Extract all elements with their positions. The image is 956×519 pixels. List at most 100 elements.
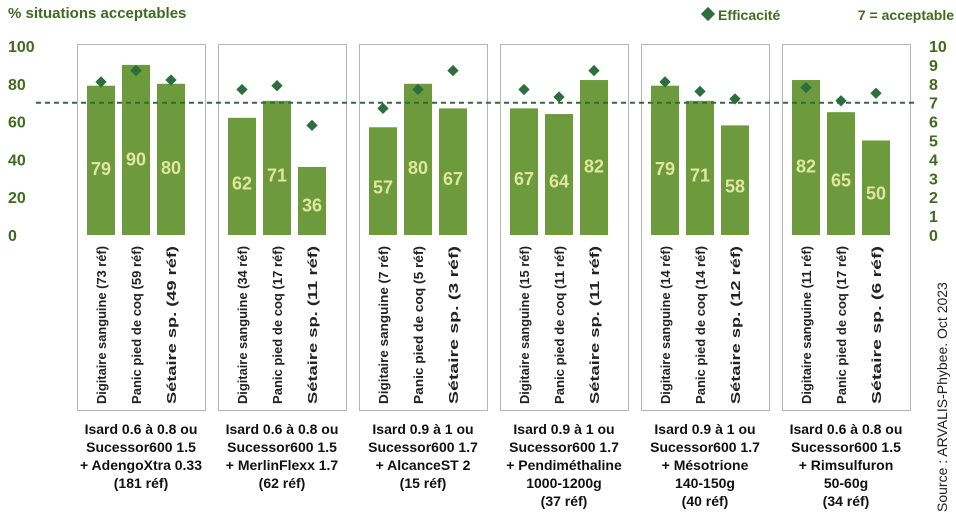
group-label-4-line-5: (37 réf)	[541, 493, 588, 509]
group-label-2-line-3: + MerlinFlexx 1.7	[226, 457, 339, 473]
legend-threshold-label: 7 = acceptable	[858, 7, 954, 23]
group-label-3-line-3: + AlcanceST 2	[376, 457, 471, 473]
bar-value-g5-3: 58	[725, 177, 745, 197]
y-left-tick-20: 20	[8, 190, 26, 207]
bar-g4-3	[580, 80, 608, 236]
group-label-5-line-3: + Mésotrione	[662, 457, 749, 473]
bars	[87, 64, 890, 236]
bar-value-g2-1: 62	[232, 173, 252, 193]
bar-label-g2-2: Panic pied de coq (17 réf)	[270, 246, 285, 404]
y-right-tick-3: 3	[929, 171, 938, 188]
group-panel-5	[641, 44, 770, 411]
y-right-tick-8: 8	[929, 77, 938, 94]
group-panel-3	[359, 44, 488, 411]
bar-g2-2	[263, 100, 291, 235]
group-label-1-line-4: (181 réf)	[114, 475, 168, 491]
marker-g2-3	[306, 119, 318, 132]
y-right-tick-2: 2	[929, 190, 938, 207]
bar-value-g2-3: 36	[302, 195, 322, 215]
group-label-3-line-1: Isard 0.9 à 1 ou	[372, 421, 473, 437]
bar-g6-3	[862, 140, 890, 235]
bar-g6-1	[792, 80, 820, 236]
bar-value-g4-2: 64	[549, 172, 569, 192]
marker-g4-1	[518, 83, 530, 96]
group-label-6-line-2: Sucessor600 1.5	[791, 439, 901, 455]
group-label-3-line-4: (15 réf)	[400, 475, 447, 491]
bar-label-g1-2: Panic pied de coq (59 réf)	[129, 246, 144, 404]
bar-value-g6-2: 65	[831, 171, 851, 191]
bar-label-g3-3: Sétaire sp. (3 réf)	[446, 246, 461, 404]
group-label-4-line-1: Isard 0.9 à 1 ou	[513, 421, 614, 437]
group-panel-6	[782, 44, 911, 411]
group-label-6-line-4: 50-60g	[824, 475, 868, 491]
legend: Efficacité 7 = acceptable	[700, 6, 954, 23]
marker-g5-2	[694, 85, 706, 98]
bar-g1-2	[122, 64, 150, 236]
bar-label-g2-3: Sétaire sp. (11 réf)	[305, 246, 320, 404]
y-right-tick-4: 4	[929, 152, 938, 169]
bar-value-g1-2: 90	[126, 149, 146, 169]
group-label-6-line-3: + Rimsulfuron	[799, 457, 894, 473]
group-label-2-line-4: (62 réf)	[259, 475, 306, 491]
bar-value-g5-1: 79	[655, 159, 675, 179]
y-left-tick-100: 100	[8, 39, 35, 56]
bar-g1-1	[87, 85, 115, 235]
y-right-tick-5: 5	[929, 134, 938, 151]
y-right-tick-7: 7	[929, 96, 938, 113]
group-label-5-line-2: Sucessor600 1.7	[650, 439, 760, 455]
y-left-tick-40: 40	[8, 152, 26, 169]
bar-label-g5-3: Sétaire sp. (12 réf)	[728, 246, 743, 404]
bar-value-g3-3: 67	[443, 169, 463, 189]
bar-value-g4-3: 82	[584, 156, 604, 176]
legend-marker-label: Efficacité	[718, 7, 780, 23]
group-labels: Isard 0.6 à 0.8 ou Sucessor600 1.5 + Adeng…	[80, 421, 902, 509]
bar-label-g6-2: Panic pied de coq (17 réf)	[834, 246, 849, 404]
bar-g5-2	[686, 100, 714, 235]
bar-value-g5-2: 71	[690, 166, 710, 186]
bar-g4-1	[510, 108, 538, 235]
group-label-1-line-2: Sucessor600 1.5	[86, 439, 196, 455]
group-label-2-line-2: Sucessor600 1.5	[227, 439, 337, 455]
y-axis-left: 0 20 40 60 80 100	[8, 39, 35, 245]
group-panel-4	[500, 44, 629, 411]
marker-g6-3	[870, 87, 882, 99]
marker-g2-1	[236, 83, 248, 96]
bar-value-g3-1: 57	[373, 178, 393, 198]
group-panel-1	[77, 44, 206, 411]
bar-g6-2	[827, 112, 855, 235]
bar-label-g1-3: Sétaire sp. (49 réf)	[164, 246, 179, 404]
bar-label-g6-1: Digitaire sanguine (11 réf)	[799, 246, 814, 404]
bar-g1-3	[157, 83, 185, 235]
bar-label-g1-1: Digitaire sanguine (73 réf)	[94, 246, 109, 404]
group-label-1-line-3: + AdengoXtra 0.33	[80, 457, 202, 473]
y-right-tick-9: 9	[929, 58, 938, 75]
bar-label-g3-1: Digitaire sanguine (7 réf)	[376, 246, 391, 404]
y-axis-right: 0 1 2 3 45 6 7 8 9 10	[929, 39, 947, 245]
bar-value-g3-2: 80	[408, 158, 428, 178]
marker-g3-3	[447, 64, 459, 77]
bar-g3-3	[439, 108, 467, 235]
group-label-6-line-5: (34 réf)	[823, 493, 870, 509]
bar-g3-2	[404, 83, 432, 235]
bar-g3-1	[369, 127, 397, 235]
group-label-6-line-1: Isard 0.6 à 0.8 ou	[790, 421, 903, 437]
bar-value-g4-1: 67	[514, 169, 534, 189]
y-right-tick-6: 6	[929, 115, 938, 132]
y-right-tick-10: 10	[929, 39, 947, 56]
y-right-tick-1: 1	[929, 209, 938, 226]
bar-category-labels: Digitaire sanguine (73 réf) Panic pied de…	[94, 246, 884, 404]
bar-label-g5-2: Panic pied de coq (14 réf)	[693, 246, 708, 404]
y-left-tick-80: 80	[8, 77, 26, 94]
source-note: Source : ARVALIS-Phybee. Oct 2023	[934, 282, 950, 512]
y-left-tick-0: 0	[8, 228, 17, 245]
bar-g2-1	[228, 117, 256, 235]
group-panel-2	[218, 44, 347, 411]
bar-value-g6-3: 50	[866, 183, 886, 203]
bar-value-g2-2: 71	[267, 166, 287, 186]
group-label-5-line-1: Isard 0.9 à 1 ou	[654, 421, 755, 437]
group-panels	[77, 44, 911, 411]
group-label-4-line-4: 1000-1200g	[526, 475, 602, 491]
bar-value-g1-3: 80	[161, 158, 181, 178]
group-label-4-line-3: + Pendiméthaline	[506, 457, 622, 473]
